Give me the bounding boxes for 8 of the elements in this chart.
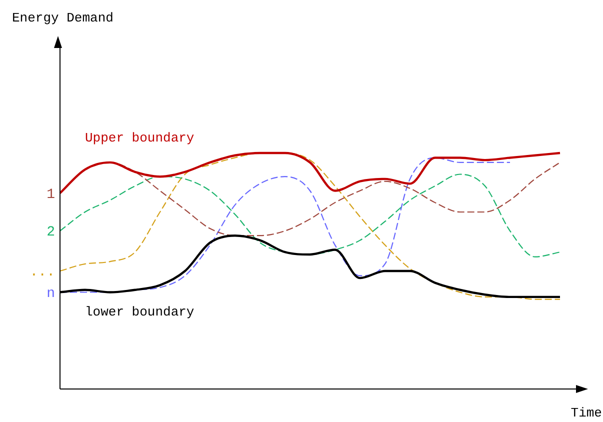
series-label: n xyxy=(46,286,55,302)
series-label: 2 xyxy=(46,224,55,241)
series-label: ... xyxy=(30,264,55,281)
text: Energy Demand xyxy=(12,10,114,26)
series-label: 1 xyxy=(46,186,55,203)
series-label: lower boundary xyxy=(85,304,194,320)
x-axis-title: Time xyxy=(570,405,602,420)
series-label: Upper boundary xyxy=(85,130,194,146)
